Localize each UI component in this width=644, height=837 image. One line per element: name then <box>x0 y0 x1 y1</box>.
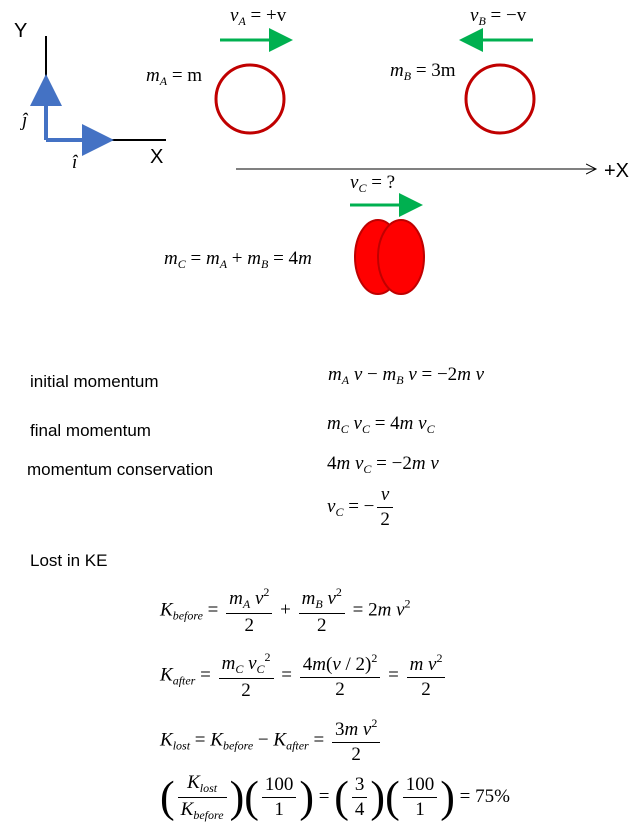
ke-percent-equation: (Klost Kbefore)(100 1) = (3 4)(100 1) = 75% <box>160 772 510 822</box>
mass-c-equation: mC = mA + mB = 4m <box>164 248 312 271</box>
ke-before-equation: Kbefore = mA v2 2 + mB v2 2 = 2m v2 <box>160 585 411 636</box>
ke-after-equation: Kafter = mC vC2 2 = 4m(v / 2)2 2 = m v2 2 <box>160 650 448 702</box>
momentum-conservation-label: momentum conservation <box>27 460 214 479</box>
velocity-a-label: vA = +v <box>230 5 287 28</box>
j-hat-label: ĵ <box>22 110 28 131</box>
velocity-c-label: vC = ? <box>350 172 396 195</box>
initial-momentum-label: initial momentum <box>30 372 159 391</box>
vc-result-equation: vC = − v 2 <box>327 484 396 531</box>
ball-b <box>464 63 536 135</box>
plus-x-label: +X <box>604 160 630 182</box>
lost-in-ke-label: Lost in KE <box>30 551 108 570</box>
final-momentum-label: final momentum <box>30 421 151 440</box>
conservation-equation: 4m vC = −2m v <box>327 453 439 476</box>
ke-lost-equation: Klost = Kbefore − Kafter = 3m v2 2 <box>160 716 383 766</box>
mass-a-label: mA = m <box>146 65 203 88</box>
velocity-b-label: vB = −v <box>470 5 527 28</box>
final-momentum-equation: mC vC = 4m vC <box>327 413 435 436</box>
x-axis-label: X <box>150 146 164 168</box>
initial-momentum-equation: mA v − mB v = −2m v <box>328 364 485 387</box>
i-hat-label: î <box>72 152 78 173</box>
ball-a <box>214 63 286 135</box>
ball-c-right <box>377 219 425 295</box>
mass-b-label: mB = 3m <box>390 60 456 83</box>
y-axis-label: Y <box>14 20 28 42</box>
